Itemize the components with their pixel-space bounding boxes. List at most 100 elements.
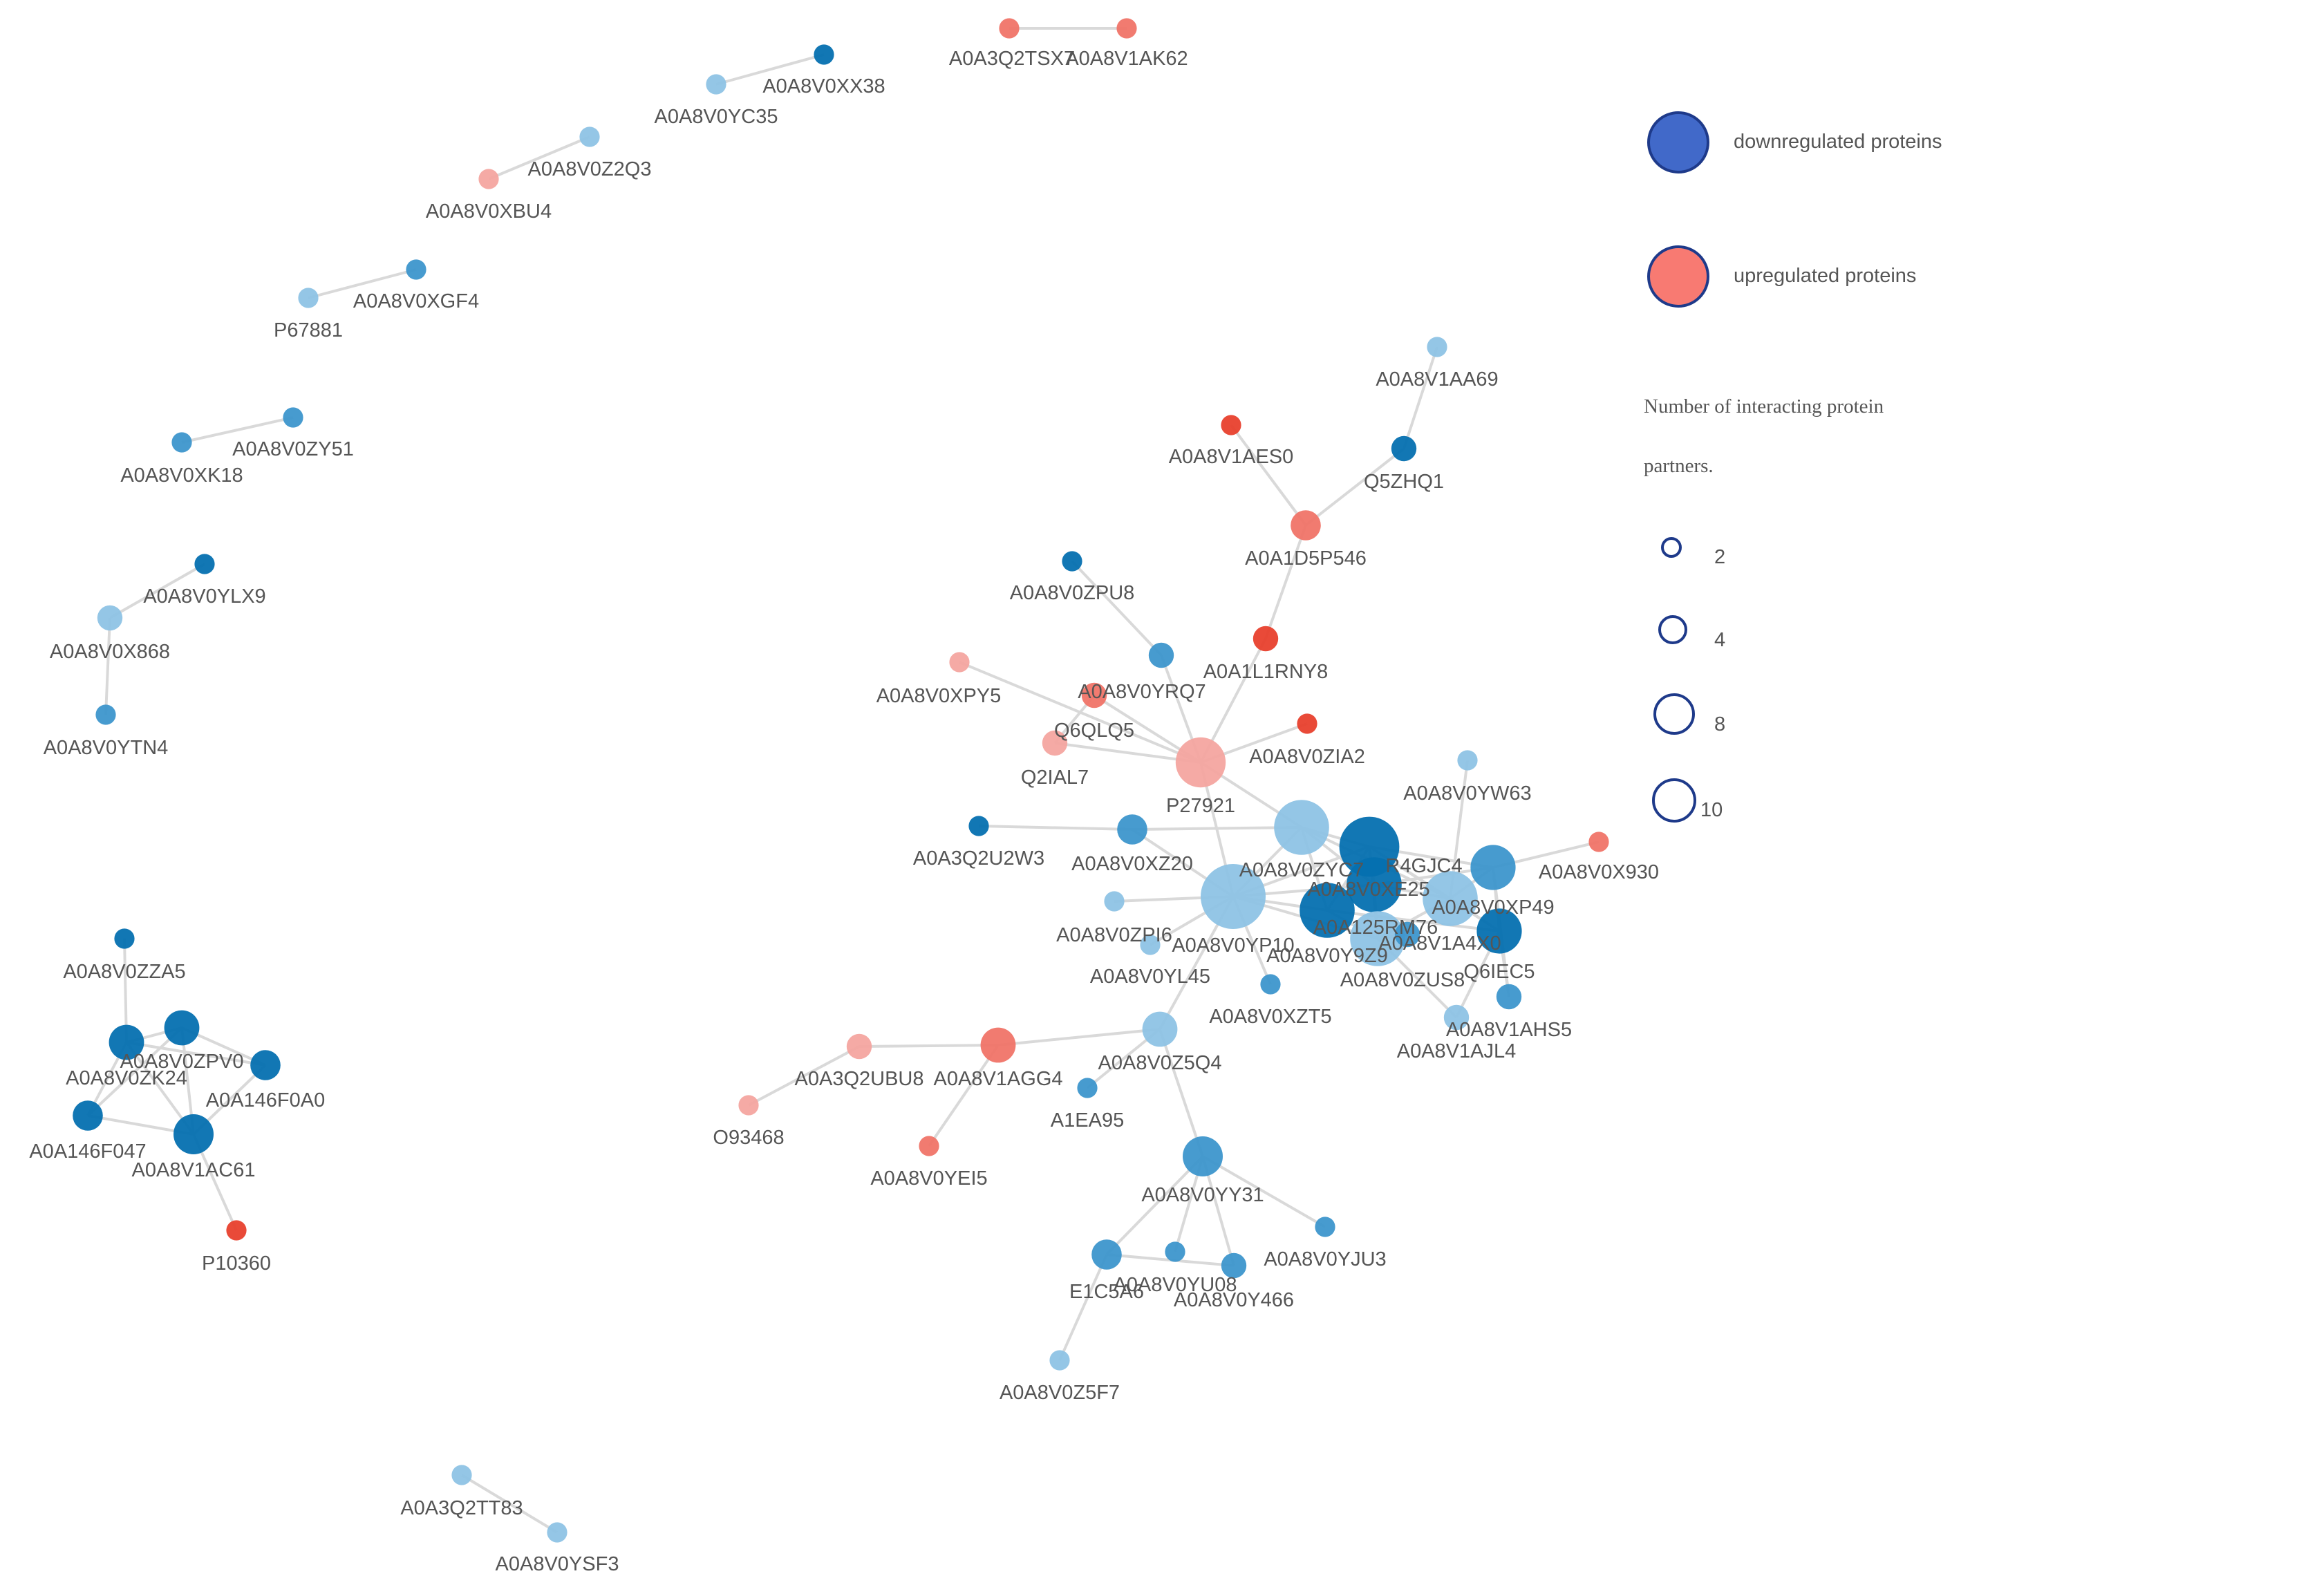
node-label-A0A125RM76: A0A125RM76 [1313,917,1438,939]
node-A0A8V0XX38[interactable] [814,44,834,65]
node-A0A8V0YEI5[interactable] [919,1136,939,1156]
node-Q5ZHQ1[interactable] [1391,435,1417,462]
node-A0A8V0XE25[interactable] [1347,857,1402,912]
node-A0A8V0ZK24[interactable] [109,1024,144,1060]
node-P67881[interactable] [298,288,319,308]
node-label-A0A3Q2TSX7: A0A3Q2TSX7 [949,48,1075,70]
node-A0A8V0Y466[interactable] [1221,1252,1247,1279]
node-A0A8V0YY31[interactable] [1183,1136,1223,1176]
node-A0A8V0ZPU8[interactable] [1062,551,1082,572]
node-A0A8V0X930[interactable] [1588,832,1609,852]
edge-A0A1D5P546-A0A1L1RNY8 [1264,525,1307,639]
node-A0A125RM76[interactable] [1300,883,1355,938]
node-A0A8V0XGF4[interactable] [406,259,426,280]
node-A0A1L1RNY8[interactable] [1253,626,1279,652]
edge-A0A8V1AGG4-A0A8V0YEI5 [928,1044,1000,1147]
node-A0A8V1AGG4[interactable] [980,1027,1016,1063]
node-A0A8V0YC35[interactable] [706,74,726,95]
node-A1EA95[interactable] [1077,1078,1098,1098]
node-label-A0A8V0YRQ7: A0A8V0YRQ7 [1078,681,1206,703]
node-A0A8V0XBU4[interactable] [478,169,499,189]
node-P10360[interactable] [226,1220,247,1241]
node-A0A3Q2TSX7[interactable] [999,18,1020,39]
node-label-E1C5A6: E1C5A6 [1069,1281,1144,1303]
node-A0A8V0Y9Z9[interactable] [1350,911,1405,966]
node-label-A0A8V1AGG4: A0A8V1AGG4 [934,1068,1063,1090]
node-A0A8V0Z5Q4[interactable] [1142,1011,1178,1047]
node-O93468[interactable] [738,1095,759,1116]
legend-size-10-label: 10 [1700,799,1723,821]
node-A0A8V1AJL4[interactable] [1443,1004,1470,1031]
node-A0A8V0X868[interactable] [97,605,123,631]
edge-A0A8V0XX38-A0A8V0YC35 [715,53,825,86]
node-A0A8V0XPY5[interactable] [949,652,970,673]
node-A0A8V0ZPV0[interactable] [164,1010,200,1046]
node-A0A8V0YP10[interactable] [1201,864,1266,929]
node-label-A1EA95: A1EA95 [1051,1109,1124,1132]
node-P27921[interactable] [1175,737,1226,788]
node-A0A8V0ZY51[interactable] [283,407,303,428]
node-A0A146F0A0[interactable] [250,1050,281,1080]
node-A0A8V0YSF3[interactable] [547,1522,567,1543]
node-A0A8V0XZ20[interactable] [1117,814,1147,845]
node-A0A146F047[interactable] [73,1100,103,1131]
node-label-A0A8V0YEI5: A0A8V0YEI5 [870,1167,987,1190]
node-A0A3Q2UBU8[interactable] [846,1033,872,1060]
node-label-A0A8V0Y9Z9: A0A8V0Y9Z9 [1266,945,1388,967]
node-label-A0A8V0ZIA2: A0A8V0ZIA2 [1249,746,1365,768]
node-A0A8V0YW63[interactable] [1457,750,1478,771]
node-label-A0A8V0YLX9: A0A8V0YLX9 [143,585,265,608]
node-A0A8V0ZUS8[interactable] [1394,921,1420,948]
node-A0A8V0YU08[interactable] [1165,1241,1185,1262]
node-label-A0A8V1AC61: A0A8V1AC61 [132,1159,256,1181]
node-A0A8V1AES0[interactable] [1221,415,1241,435]
node-A0A8V0XP49[interactable] [1470,845,1516,890]
node-label-A0A1L1RNY8: A0A1L1RNY8 [1203,661,1329,683]
node-label-A0A8V0YJU3: A0A8V0YJU3 [1264,1248,1386,1270]
node-Q6QLQ5[interactable] [1081,682,1107,708]
node-label-A0A8V0X868: A0A8V0X868 [50,641,170,663]
node-A0A8V0ZZA5[interactable] [114,928,135,949]
node-A0A8V1AHS5[interactable] [1496,984,1522,1010]
node-A0A8V0ZIA2[interactable] [1297,713,1317,734]
node-A0A8V0YJU3[interactable] [1315,1217,1335,1237]
node-label-A0A8V0YSF3: A0A8V0YSF3 [496,1553,619,1575]
node-label-A0A8V1AA69: A0A8V1AA69 [1376,368,1498,391]
node-label-A0A8V0ZYC7: A0A8V0ZYC7 [1239,859,1364,881]
node-label-A0A3Q2UBU8: A0A3Q2UBU8 [795,1068,924,1090]
legend-size-2-label: 2 [1714,546,1725,568]
node-label-A0A8V0YL45: A0A8V0YL45 [1090,966,1210,988]
node-label-P10360: P10360 [202,1252,271,1275]
node-label-A0A3Q2U2W3: A0A3Q2U2W3 [913,847,1044,870]
node-A0A8V0ZYC7[interactable] [1274,800,1329,855]
edge-A0A3Q2UBU8-A0A8V1AGG4 [859,1044,999,1048]
node-label-A0A8V0XZ20: A0A8V0XZ20 [1071,853,1193,875]
edge-A0A3Q2UBU8-O93468 [748,1045,860,1107]
node-Q2IAL7[interactable] [1042,730,1068,756]
node-A0A8V0XZT5[interactable] [1260,974,1281,995]
node-label-A0A8V0ZK24: A0A8V0ZK24 [66,1067,187,1089]
node-A0A8V0XK18[interactable] [171,432,192,453]
node-A0A8V0YLX9[interactable] [194,554,215,574]
node-A0A3Q2U2W3[interactable] [968,816,989,836]
node-label-A0A3Q2TT83: A0A3Q2TT83 [400,1497,523,1519]
node-A0A8V1AK62[interactable] [1116,18,1137,39]
node-E1C5A6[interactable] [1091,1239,1122,1270]
node-A0A8V0Z2Q3[interactable] [579,126,600,147]
node-A0A1D5P546[interactable] [1291,510,1321,541]
node-label-R4GJC4: R4GJC4 [1385,855,1462,877]
node-A0A8V0ZPI6[interactable] [1104,891,1125,912]
node-A0A8V1AA69[interactable] [1427,337,1447,357]
node-A0A8V0YRQ7[interactable] [1148,642,1174,668]
node-A0A8V0YTN4[interactable] [95,704,116,725]
node-A0A8V0YL45[interactable] [1140,935,1161,955]
legend-size-title-line2: partners. [1644,455,1714,477]
node-A0A8V1AC61[interactable] [173,1114,214,1154]
node-A0A3Q2TT83[interactable] [451,1465,472,1485]
node-Q6IEC5[interactable] [1476,908,1522,954]
node-A0A8V1A4X0[interactable] [1423,871,1478,926]
node-A0A8V0Z5F7[interactable] [1049,1350,1070,1371]
node-label-A0A8V0Z2Q3: A0A8V0Z2Q3 [528,158,652,180]
